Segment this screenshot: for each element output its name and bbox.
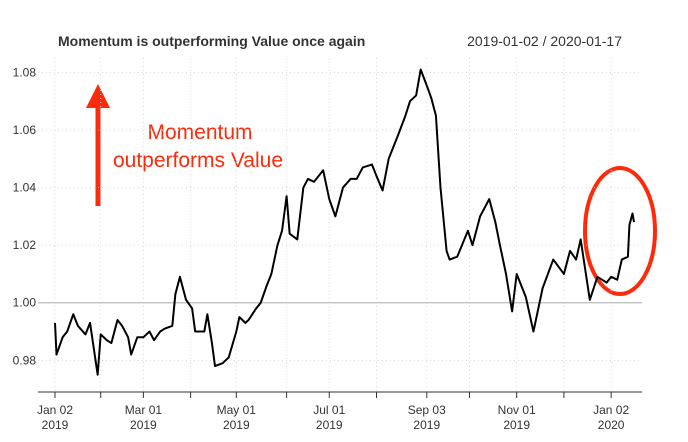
y-tick-label: 1.04	[13, 181, 37, 195]
annotation-line: outperforms Value	[113, 149, 283, 172]
annotation-line: Momentum	[147, 121, 252, 144]
x-tick-label: Jan 02 2020	[593, 403, 629, 432]
y-tick-label: 1.08	[13, 65, 37, 79]
x-tick-label-line: Sep 03	[408, 403, 446, 417]
arrow-head	[86, 84, 110, 108]
x-tick-label: Nov 01 2019	[498, 403, 536, 432]
x-tick-label-line: May 01	[217, 403, 257, 417]
date-range: 2019-01-02 / 2020-01-17	[467, 33, 622, 49]
x-tick-label: May 01 2019	[217, 403, 257, 432]
x-tick-label-line: 2019	[413, 418, 440, 432]
highlight-ellipse	[583, 166, 657, 296]
x-tick-label-line: 2019	[223, 418, 250, 432]
chart-title: Momentum is outperforming Value once aga…	[58, 33, 365, 49]
x-tick-label-line: Jan 02	[593, 403, 629, 417]
x-tick-label-line: Jan 02	[37, 403, 73, 417]
x-tick-label-line: 2019	[42, 418, 69, 432]
x-tick-label: Mar 01 2019	[125, 403, 163, 432]
x-tick-label-line: Jul 01	[313, 403, 345, 417]
x-tick-label-line: 2019	[130, 418, 157, 432]
y-tick-label: 0.98	[13, 353, 37, 367]
x-tick-label: Sep 03 2019	[408, 403, 446, 432]
x-tick-label-line: Mar 01	[125, 403, 163, 417]
y-tick-label: 1.02	[13, 238, 37, 252]
x-tick-label: Jan 02 2019	[37, 403, 73, 432]
x-tick-label-line: 2020	[598, 418, 625, 432]
y-tick-label: 1.00	[13, 296, 37, 310]
y-tick-label: 1.06	[13, 123, 37, 137]
x-tick-label-line: Nov 01	[498, 403, 536, 417]
x-tick-label-line: 2019	[316, 418, 343, 432]
series-line	[54, 68, 635, 376]
x-tick-label-line: 2019	[503, 418, 530, 432]
x-tick-label: Jul 01 2019	[313, 403, 345, 432]
